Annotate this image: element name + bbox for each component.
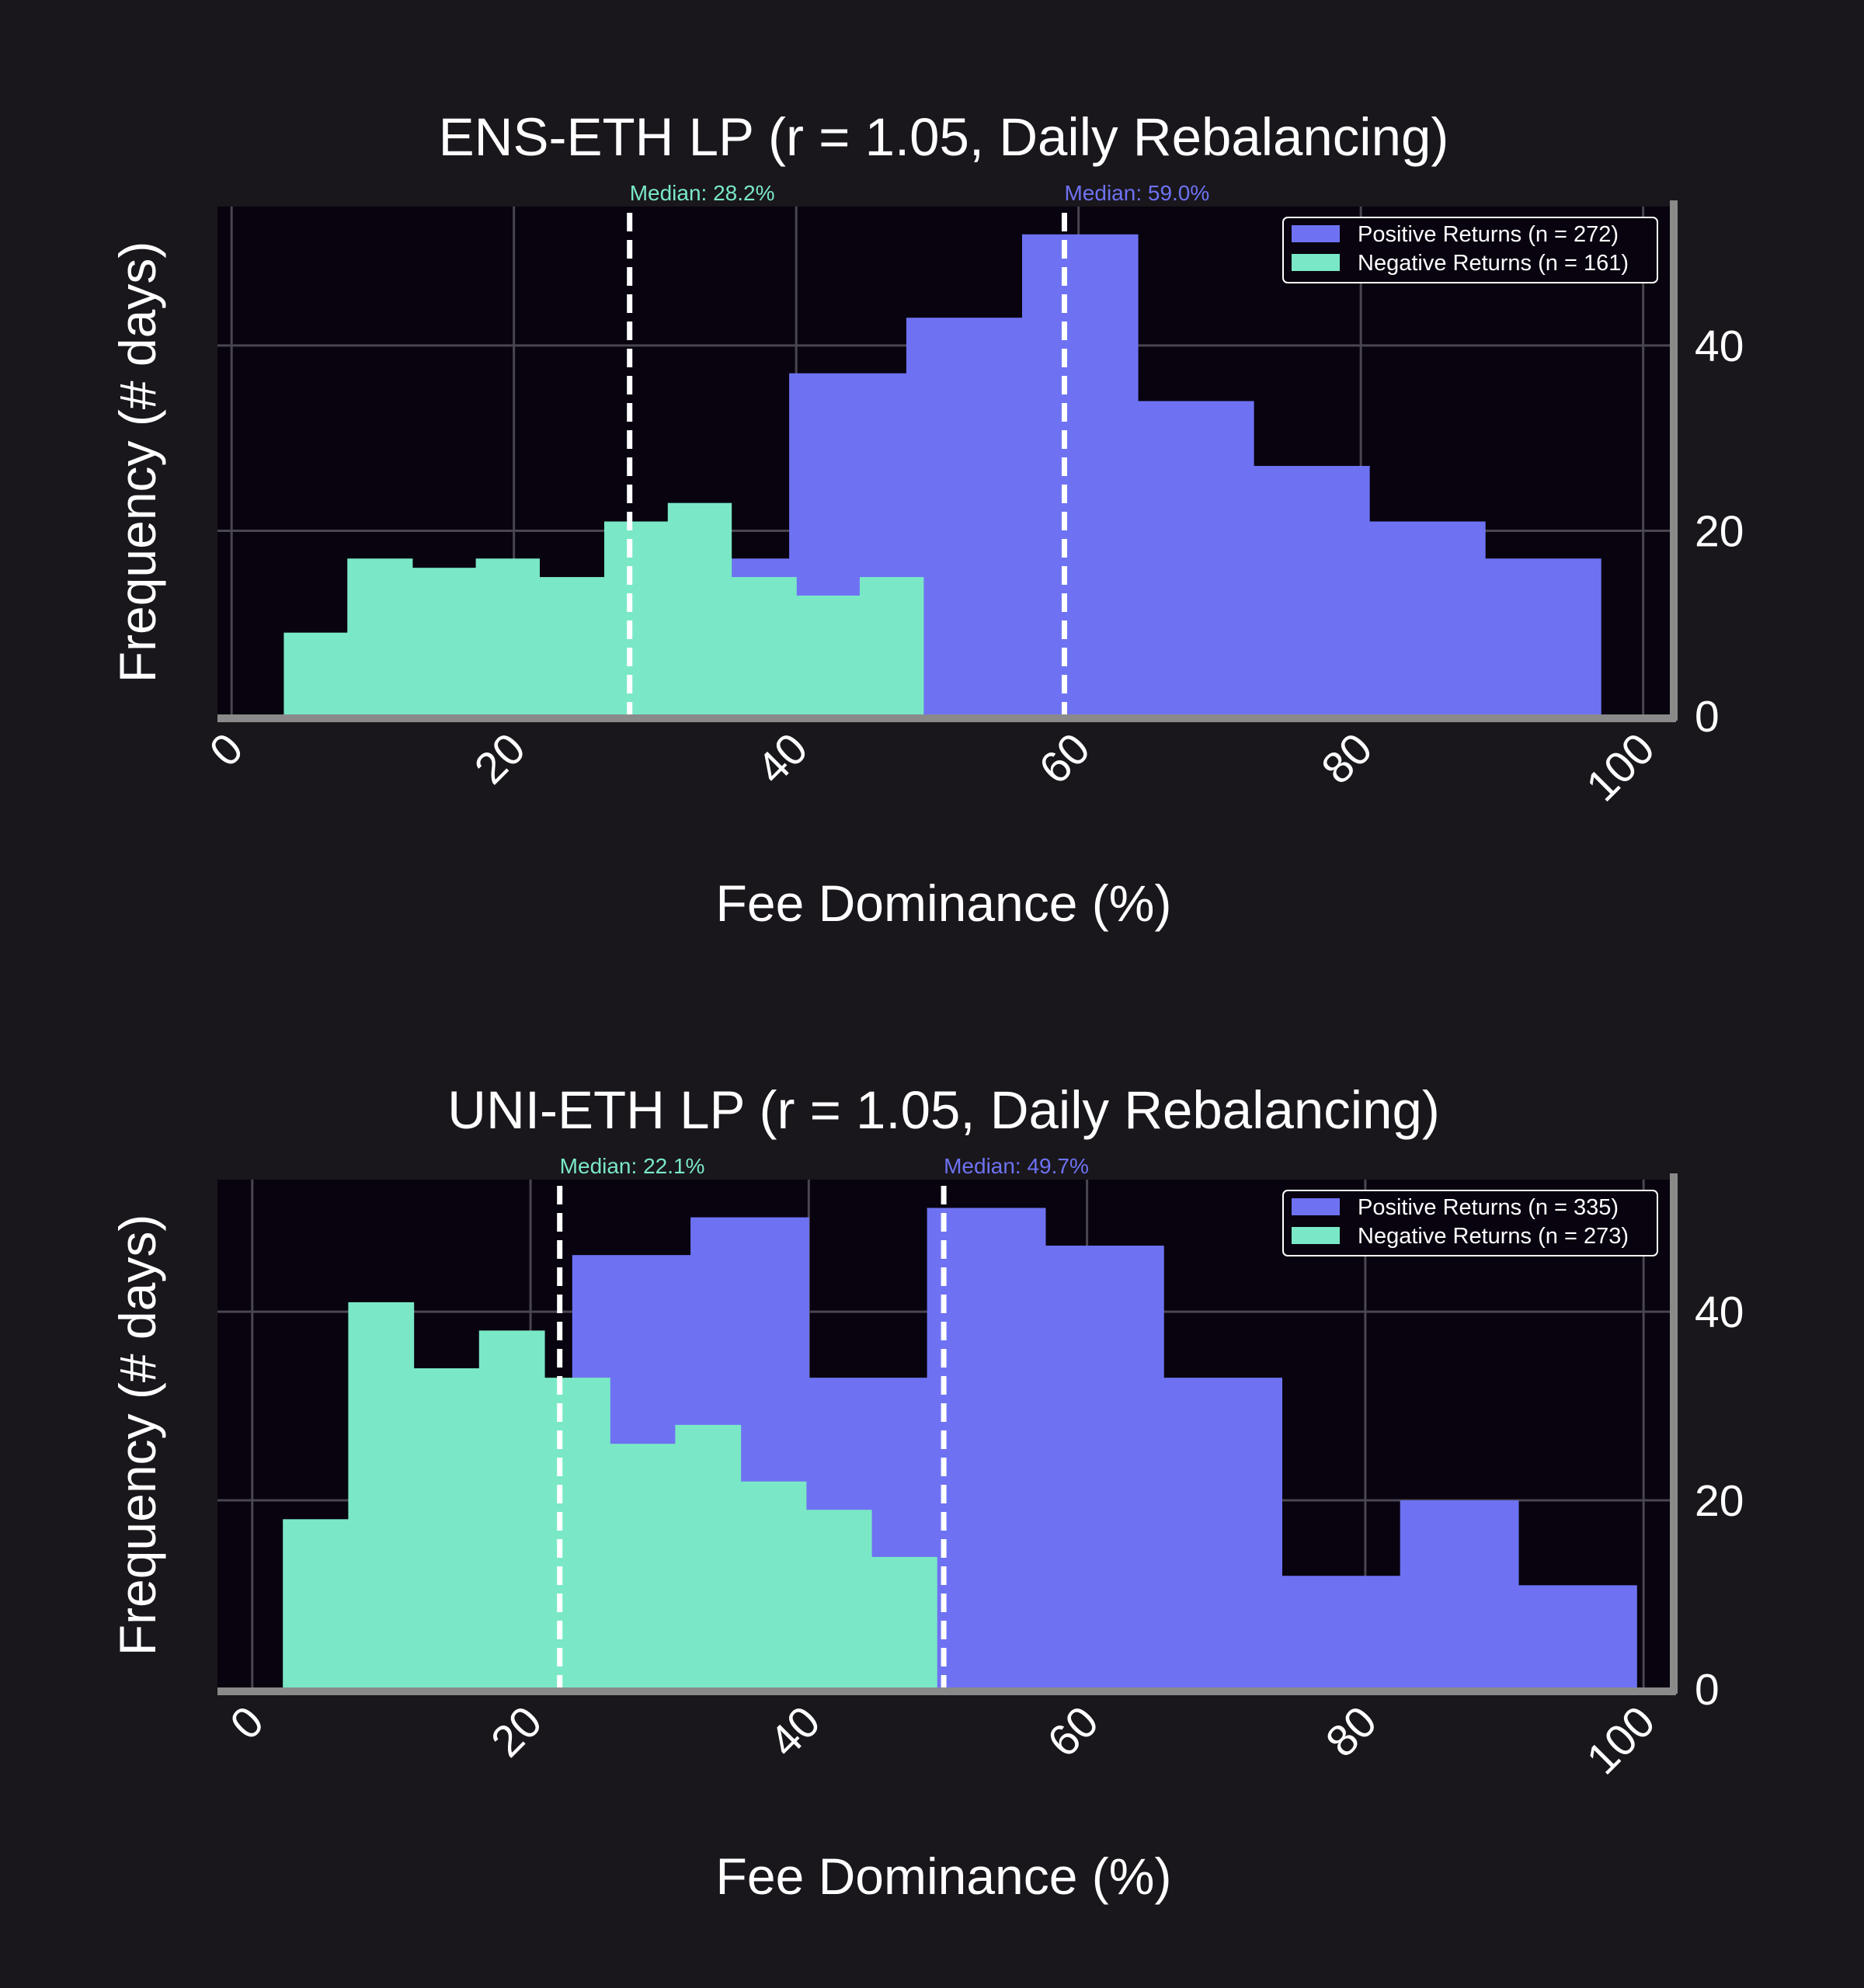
histogram-bar: [740, 1481, 807, 1689]
histogram-bar: [413, 1368, 480, 1689]
x-axis-label: Fee Dominance (%): [716, 874, 1172, 932]
chart-title: ENS-ETH LP (r = 1.05, Daily Rebalancing): [439, 107, 1449, 167]
legend-label-positive: Positive Returns (n = 335): [1358, 1195, 1619, 1220]
histogram-bar: [667, 502, 732, 716]
legend-swatch-positive: [1292, 225, 1340, 242]
histogram-bar: [1021, 234, 1139, 716]
legend-swatch-positive: [1292, 1198, 1340, 1215]
histogram-bar: [1518, 1585, 1637, 1689]
legend: Positive Returns (n = 335) Negative Retu…: [1282, 1190, 1658, 1256]
chart-panel-ens-eth: ENS-ETH LP (r = 1.05, Daily Rebalancing)…: [109, 107, 1744, 932]
histogram-bar: [283, 632, 348, 716]
histogram-bar: [731, 577, 797, 716]
y-tick-label: 20: [1695, 506, 1744, 556]
histogram-bar: [1254, 465, 1370, 716]
median-label: Median: 59.0%: [1064, 181, 1209, 205]
histogram-bar: [1400, 1500, 1519, 1689]
histogram-bar: [927, 1208, 1046, 1689]
histogram-bar: [859, 577, 924, 716]
median-label: Median: 49.7%: [944, 1154, 1089, 1178]
y-axis-label: Frequency (# days): [109, 242, 166, 683]
histogram-bar: [1485, 558, 1601, 716]
histogram-bar: [1163, 1378, 1283, 1689]
y-tick-label: 20: [1695, 1476, 1744, 1526]
legend-box: [1282, 217, 1658, 283]
histogram-bar: [675, 1424, 742, 1689]
legend-label-positive: Positive Returns (n = 272): [1358, 222, 1619, 247]
chart-title: UNI-ETH LP (r = 1.05, Daily Rebalancing): [447, 1080, 1440, 1140]
y-tick-label: 40: [1695, 1288, 1744, 1337]
legend-swatch-negative: [1292, 1227, 1340, 1244]
histogram-bar: [1369, 521, 1486, 716]
chart-panel-uni-eth: UNI-ETH LP (r = 1.05, Daily Rebalancing)…: [109, 1080, 1744, 1905]
median-label: Median: 22.1%: [560, 1154, 705, 1178]
histogram-bar: [347, 558, 413, 716]
histogram-bar: [871, 1556, 937, 1689]
histogram-bar: [539, 577, 605, 716]
median-label: Median: 28.2%: [630, 181, 775, 205]
histogram-bar: [610, 1444, 676, 1689]
histogram-bar: [348, 1302, 415, 1689]
histogram-bar: [283, 1519, 349, 1689]
histogram-bar: [475, 558, 540, 716]
histogram-bar: [1045, 1246, 1164, 1689]
legend: Positive Returns (n = 272) Negative Retu…: [1282, 217, 1658, 283]
histogram-series-negative: [283, 1302, 937, 1689]
y-tick-label: 0: [1695, 1665, 1720, 1715]
histogram-bar: [603, 521, 669, 716]
legend-label-negative: Negative Returns (n = 161): [1358, 251, 1629, 276]
x-axis-label: Fee Dominance (%): [716, 1847, 1172, 1905]
histogram-bar: [796, 595, 861, 716]
histogram-bar: [478, 1330, 545, 1689]
histogram-bar: [544, 1378, 610, 1689]
y-axis-label: Frequency (# days): [109, 1215, 166, 1656]
histogram-series-negative: [283, 502, 924, 716]
legend-swatch-negative: [1292, 254, 1340, 271]
legend-box: [1282, 1190, 1658, 1256]
histogram-bar: [412, 568, 477, 716]
histogram-bar: [805, 1510, 872, 1689]
histogram-bar: [906, 318, 1023, 716]
histogram-bar: [1282, 1576, 1401, 1689]
histogram-bar: [1137, 401, 1254, 716]
y-tick-label: 0: [1695, 692, 1720, 742]
legend-label-negative: Negative Returns (n = 273): [1358, 1224, 1629, 1249]
y-tick-label: 40: [1695, 321, 1744, 371]
